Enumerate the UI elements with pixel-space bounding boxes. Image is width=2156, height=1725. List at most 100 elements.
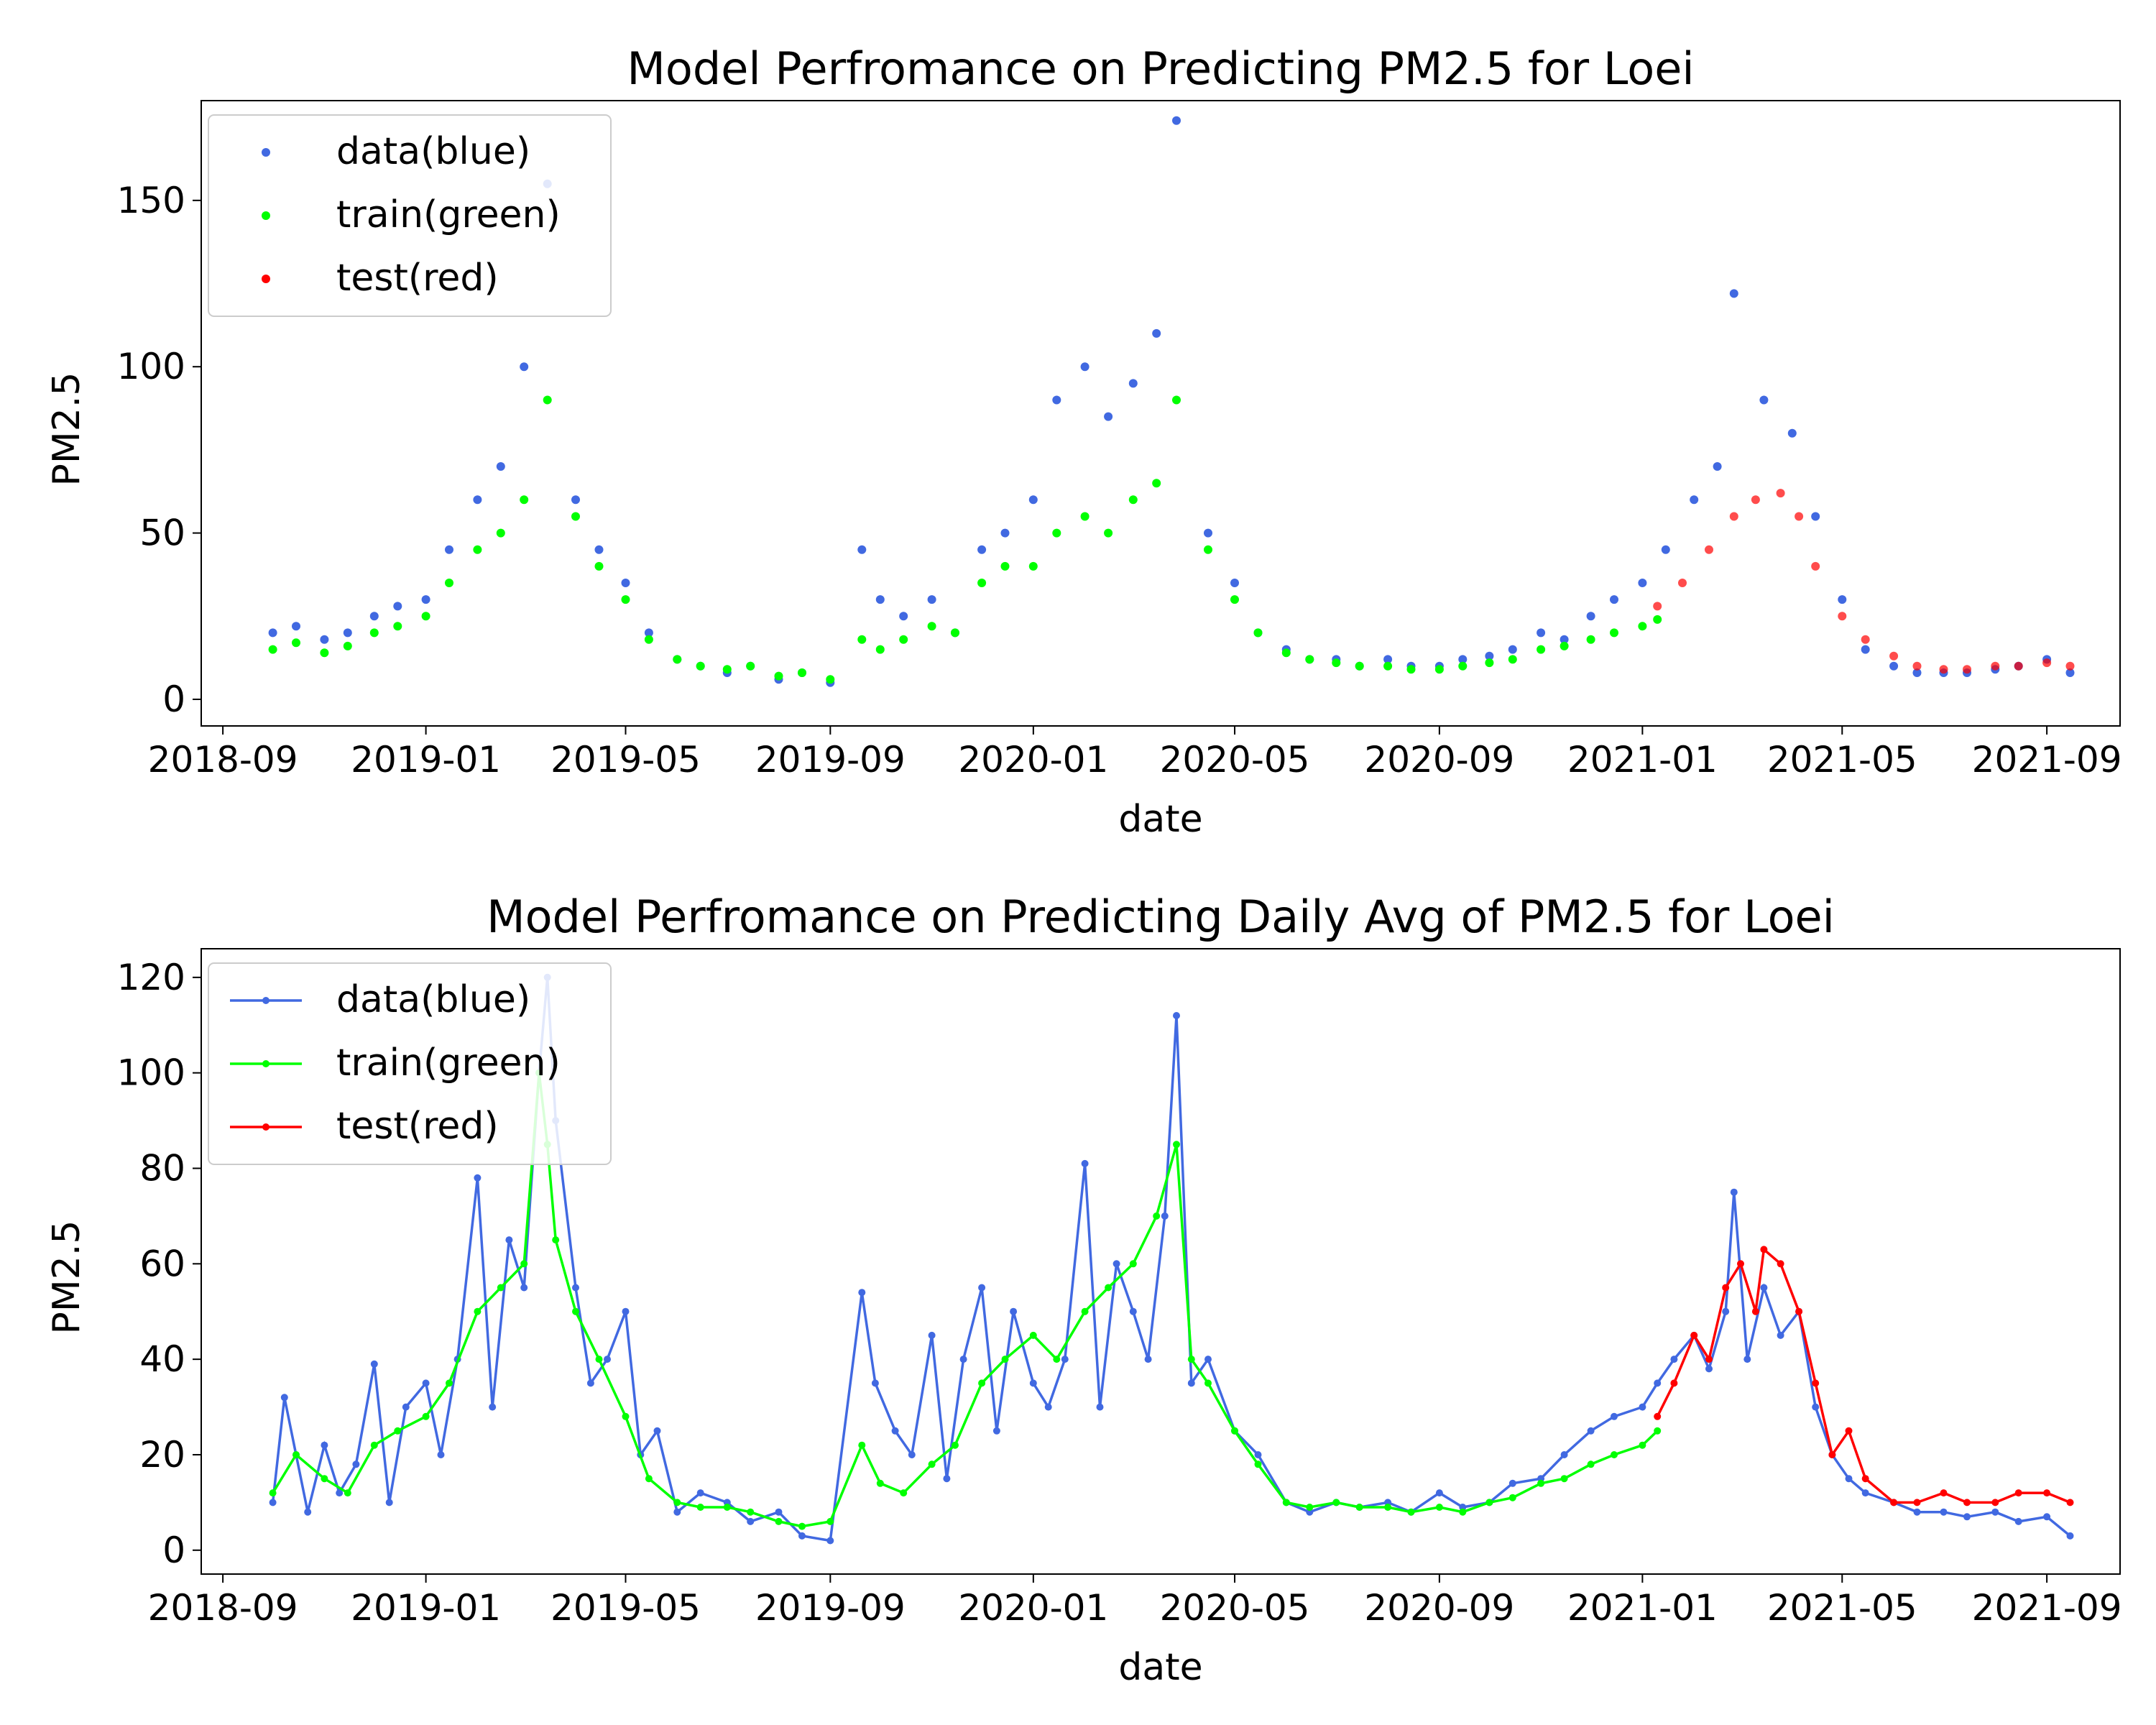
legend-swatch-marker xyxy=(262,997,270,1004)
x-tick-label: 2020-01 xyxy=(958,1587,1108,1629)
data-point xyxy=(594,545,604,554)
series-traingreen xyxy=(269,1069,1662,1530)
data-point xyxy=(1678,579,1687,587)
data-point xyxy=(622,1307,630,1315)
chart-hourly: Model Perfromance on Predicting PM2.5 fo… xyxy=(45,42,2122,841)
data-point xyxy=(473,545,482,554)
data-point xyxy=(1845,1427,1853,1435)
data-point xyxy=(1713,462,1722,471)
data-point xyxy=(1332,658,1341,668)
data-point xyxy=(1654,1379,1662,1387)
data-point xyxy=(1053,1356,1061,1363)
data-point xyxy=(978,1379,986,1387)
data-point xyxy=(1129,1307,1137,1315)
data-point xyxy=(1777,1331,1784,1339)
data-point xyxy=(445,579,453,587)
legend-item: train(green) xyxy=(230,1041,561,1085)
data-point xyxy=(520,1260,528,1268)
legend: data(blue) train(green) test(red) xyxy=(208,114,612,317)
data-point xyxy=(1795,512,1804,521)
x-tick-label: 2019-09 xyxy=(755,1587,906,1629)
data-point xyxy=(1838,595,1847,604)
data-point xyxy=(876,1479,884,1487)
y-tick-label: 60 xyxy=(139,1243,185,1284)
data-point xyxy=(1587,1427,1595,1435)
data-point xyxy=(571,495,580,505)
data-point xyxy=(1144,1356,1152,1363)
data-point xyxy=(2014,1489,2022,1497)
x-tick-label: 2019-01 xyxy=(351,739,501,781)
data-point xyxy=(1963,1513,1971,1521)
data-point xyxy=(1670,1379,1678,1387)
data-point xyxy=(1029,1379,1037,1387)
data-point xyxy=(1610,628,1618,638)
data-point xyxy=(1435,1504,1443,1511)
data-point xyxy=(1861,1475,1869,1483)
data-point xyxy=(2042,658,2052,668)
data-point xyxy=(875,595,885,604)
data-point xyxy=(1812,1379,1820,1387)
data-point xyxy=(1459,1508,1467,1516)
data-point xyxy=(1434,665,1444,674)
data-point xyxy=(1560,641,1569,650)
data-point xyxy=(2065,668,2075,677)
x-axis-label: date xyxy=(1118,798,1202,841)
data-point xyxy=(927,622,936,631)
data-point xyxy=(269,1499,277,1506)
data-point xyxy=(978,1284,986,1292)
data-point xyxy=(473,495,482,505)
data-point xyxy=(394,1427,402,1435)
data-point xyxy=(952,1441,959,1449)
data-point xyxy=(1028,495,1038,505)
data-point xyxy=(1638,579,1647,587)
data-point xyxy=(1305,655,1314,664)
data-point xyxy=(1963,1499,1971,1506)
data-point xyxy=(321,1475,328,1483)
data-point xyxy=(489,1403,497,1411)
data-point xyxy=(1173,1012,1180,1019)
data-point xyxy=(673,1499,681,1506)
data-point xyxy=(437,1451,445,1458)
data-point xyxy=(1052,528,1061,538)
data-point xyxy=(1611,1451,1618,1458)
data-point xyxy=(1690,1331,1698,1339)
data-point xyxy=(1811,512,1820,521)
data-point xyxy=(1081,1307,1089,1315)
x-tick-label: 2018-09 xyxy=(148,739,298,781)
x-tick-label: 2019-09 xyxy=(755,739,906,781)
legend-label: train(green) xyxy=(336,1041,561,1085)
data-point xyxy=(1560,1451,1568,1458)
data-point xyxy=(1940,1489,1948,1497)
legend-swatch-marker xyxy=(262,275,270,283)
legend-item: test(red) xyxy=(262,257,499,300)
series-testred xyxy=(1653,489,2075,674)
data-point xyxy=(520,495,529,505)
data-point xyxy=(1991,1508,1999,1516)
x-tick-label: 2019-01 xyxy=(351,1587,501,1629)
y-tick-label: 150 xyxy=(117,180,185,221)
legend-swatch-marker xyxy=(262,1060,270,1067)
data-point xyxy=(385,1499,393,1506)
data-point xyxy=(1383,661,1393,671)
y-axis-label: PM2.5 xyxy=(45,1220,88,1335)
legend: data(blue) train(green) test(red) xyxy=(208,962,612,1165)
series-testred xyxy=(1654,1246,2074,1506)
data-point xyxy=(1508,655,1517,664)
axis-ticks: 2018-09 2019-01 2019-05 2019-09 2020-01 2020-… xyxy=(117,180,2122,781)
data-point xyxy=(1052,395,1061,405)
x-tick-label: 2020-05 xyxy=(1160,1587,1310,1629)
data-point xyxy=(1776,489,1785,498)
data-point xyxy=(572,1284,579,1292)
data-point xyxy=(696,661,705,671)
series-line xyxy=(1656,1246,2071,1504)
data-point xyxy=(1253,628,1263,638)
data-point xyxy=(722,665,732,674)
data-point xyxy=(1152,328,1161,338)
data-point xyxy=(928,1460,936,1468)
data-point xyxy=(858,1441,866,1449)
x-tick-label: 2020-01 xyxy=(958,739,1108,781)
data-point xyxy=(1231,1427,1238,1435)
x-tick-label: 2021-09 xyxy=(1972,739,2122,781)
data-point xyxy=(1730,1188,1738,1196)
data-point xyxy=(1173,1141,1180,1149)
